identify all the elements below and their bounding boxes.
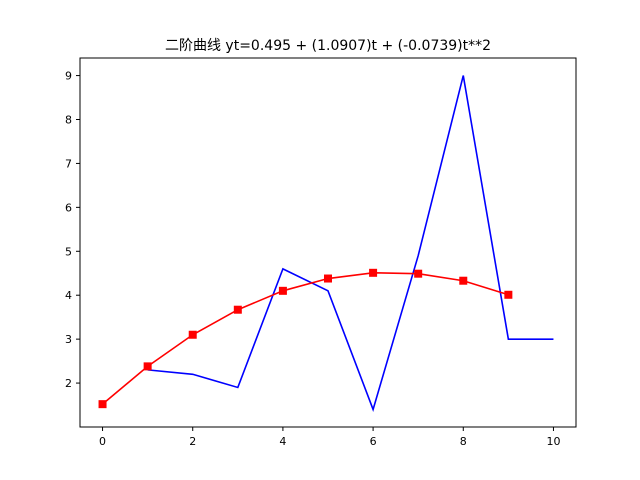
- series-1-point: [324, 274, 332, 283]
- x-tick-label: 6: [370, 435, 377, 448]
- x-tick-label: 0: [99, 435, 106, 448]
- x-tick-label: 8: [460, 435, 467, 448]
- series-1-point: [504, 290, 513, 299]
- y-axis: 2 3 4 5 6 7 8 9: [65, 70, 80, 390]
- y-tick-label: 2: [65, 377, 72, 390]
- series-1-point: [233, 305, 242, 314]
- y-tick-label: 3: [65, 333, 72, 346]
- series-1-point: [188, 330, 197, 339]
- chart-title: 二阶曲线 yt=0.495 + (1.0907)t + (-0.0739)t**…: [165, 38, 491, 54]
- series-line-0: [147, 75, 554, 412]
- series-1-point: [459, 276, 468, 285]
- y-tick-label: 4: [65, 289, 72, 302]
- series-1-point: [98, 400, 107, 409]
- series-1-point: [278, 286, 287, 295]
- y-tick-label: 9: [65, 70, 72, 83]
- plot-frame: [79, 57, 577, 428]
- y-tick-label: 8: [65, 114, 72, 127]
- y-tick-label: 7: [65, 157, 72, 170]
- series-1-point: [369, 268, 378, 277]
- x-tick-label: 2: [189, 435, 196, 448]
- series-1-point: [143, 362, 152, 371]
- series-1-point: [414, 269, 423, 278]
- x-tick-label: 10: [546, 435, 560, 448]
- x-axis: 0 2 4 6 8 10: [99, 427, 560, 448]
- series-line-1: [102, 272, 509, 405]
- series-layer: [98, 75, 554, 412]
- x-tick-label: 4: [279, 435, 286, 448]
- y-tick-label: 6: [65, 201, 72, 214]
- y-tick-label: 5: [65, 245, 72, 258]
